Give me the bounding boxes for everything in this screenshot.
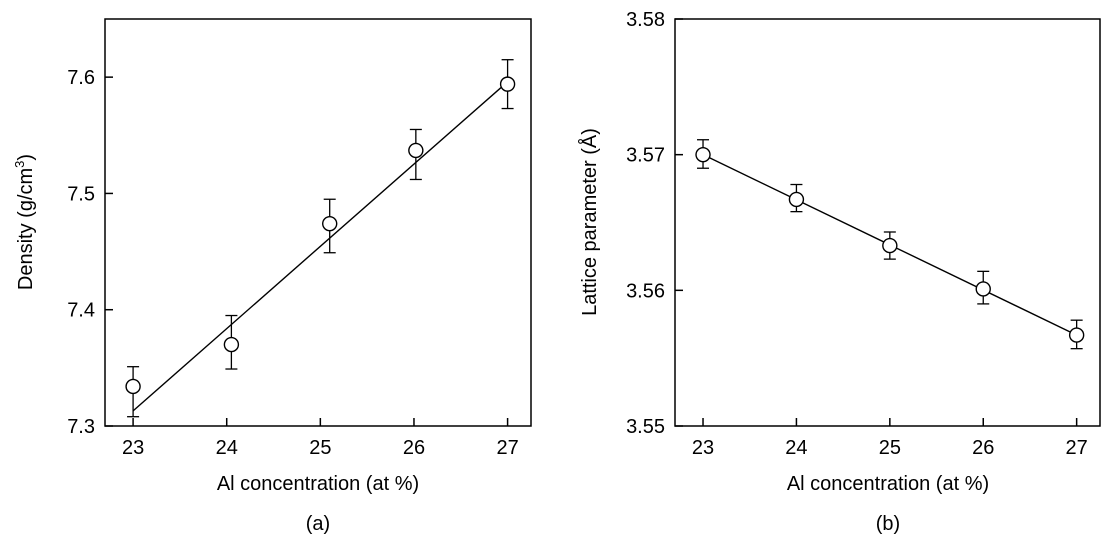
panel-a-marks bbox=[125, 59, 516, 418]
panel-b-data-point bbox=[882, 237, 898, 254]
panel-b-lattice-chart: 23 24 25 26 27 3.55 3.56 3.57 3.58 Al concentrat… bbox=[578, 9, 1101, 535]
panel-a-data-point bbox=[322, 215, 338, 232]
panel-a-y-tick-label: 7.4 bbox=[67, 300, 95, 322]
panel-a-y-tick-label: 7.5 bbox=[67, 183, 95, 205]
panel-a-density-chart: 23 24 25 26 27 7.3 7.4 7.5 7.6 Al concentration … bbox=[12, 18, 532, 535]
panel-a-x-tick-label: 23 bbox=[122, 437, 144, 459]
panel-b-x-tick-label: 23 bbox=[692, 437, 714, 459]
panel-a-x-tick-label: 26 bbox=[403, 437, 425, 459]
panel-b-x-tick-label: 24 bbox=[785, 437, 807, 459]
panel-b-y-tick-label: 3.58 bbox=[626, 9, 665, 31]
panel-b-x-tick-label: 27 bbox=[1066, 437, 1088, 459]
panel-b-y-axis-label: Lattice parameter (Å) bbox=[578, 128, 601, 316]
panel-a-label: (a) bbox=[306, 513, 330, 535]
panel-a-data-point bbox=[499, 76, 516, 92]
panel-b-data-point bbox=[695, 146, 711, 163]
panel-b-marks bbox=[695, 139, 1085, 350]
panel-a-y-tick-label: 7.6 bbox=[67, 67, 95, 89]
panel-a-data-point bbox=[223, 336, 240, 353]
panel-b-y-tick-label: 3.56 bbox=[626, 280, 665, 302]
panel-b-x-tick-label: 25 bbox=[879, 437, 901, 459]
panel-a-ticks: 23 24 25 26 27 7.3 7.4 7.5 7.6 bbox=[67, 67, 519, 459]
panel-a-fit-line bbox=[132, 81, 509, 412]
panel-a-data-point bbox=[125, 378, 141, 395]
panel-a-data-point bbox=[408, 142, 424, 159]
panel-b-data-point bbox=[788, 191, 805, 208]
panel-b-x-axis-label: Al concentration (at %) bbox=[787, 473, 989, 495]
panel-b-y-tick-label: 3.55 bbox=[626, 416, 665, 438]
panel-b-plot-frame bbox=[674, 18, 1101, 427]
panel-a-y-axis-label: Density (g/cm3) bbox=[12, 154, 37, 290]
panel-a-x-axis-label: Al concentration (at %) bbox=[217, 473, 419, 495]
panel-a-x-tick-label: 27 bbox=[496, 437, 518, 459]
panel-a-plot-frame bbox=[104, 18, 532, 427]
panel-b-x-tick-label: 26 bbox=[972, 437, 994, 459]
panel-b-ticks: 23 24 25 26 27 3.55 3.56 3.57 3.58 bbox=[626, 9, 1088, 459]
panel-b-y-tick-label: 3.57 bbox=[626, 145, 665, 167]
panel-b-data-point bbox=[975, 281, 991, 297]
panel-b-data-point bbox=[1068, 327, 1085, 343]
panel-a-y-tick-label: 7.3 bbox=[67, 416, 95, 438]
panel-a-x-tick-label: 24 bbox=[216, 437, 238, 459]
panel-a-x-tick-label: 25 bbox=[309, 437, 331, 459]
panel-b-label: (b) bbox=[876, 513, 900, 535]
panel-a-y-axis-label-superscript: 3 bbox=[12, 161, 27, 168]
